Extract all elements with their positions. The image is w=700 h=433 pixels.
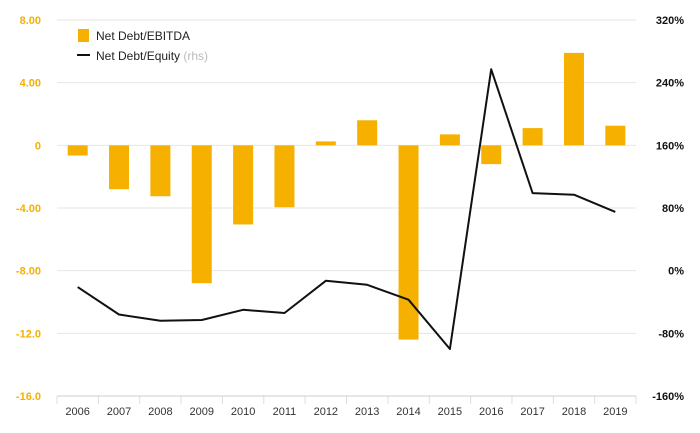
right-tick-label: 0% (668, 266, 684, 278)
right-tick-label: 80% (662, 203, 684, 215)
right-tick-label: 320% (656, 15, 684, 27)
bar-2012 (315, 141, 336, 146)
bar-2016 (481, 145, 502, 165)
right-tick-label: 240% (656, 78, 684, 90)
x-tick-label: 2018 (562, 406, 586, 418)
bar-2006 (67, 145, 88, 156)
bar-2008 (150, 145, 171, 197)
x-axis: 2006 2007 2008 2009 2010 2011 2012 2013 2014 2015… (65, 406, 627, 418)
bar-2011 (274, 145, 295, 208)
left-tick-label: -16.0 (16, 391, 41, 403)
x-tick-label: 2011 (273, 406, 297, 418)
x-tick-label: 2015 (438, 406, 462, 418)
legend-line-name: Net Debt/Equity (96, 49, 180, 63)
legend-line-suffix: (rhs) (183, 49, 208, 63)
bar-2019 (605, 125, 626, 146)
bar-2017 (522, 128, 543, 146)
x-tick-label: 2012 (314, 406, 338, 418)
x-tick-label: 2010 (231, 406, 255, 418)
right-tick-label: -80% (658, 328, 684, 340)
x-tick-label: 2017 (520, 406, 544, 418)
left-tick-label: 8.00 (20, 15, 41, 27)
legend-bar-label: Net Debt/EBITDA (96, 29, 190, 43)
bar-2009 (191, 145, 212, 284)
line-series-net-debt-equity (77, 68, 616, 350)
x-tick-label: 2019 (603, 406, 627, 418)
left-tick-label: 4.00 (20, 78, 41, 90)
bar-2007 (109, 145, 130, 190)
right-tick-label: 160% (656, 140, 684, 152)
bar-2013 (357, 120, 378, 146)
left-tick-label: -8.00 (16, 266, 41, 278)
x-tick-label: 2014 (396, 406, 420, 418)
legend-bar-swatch (78, 29, 89, 42)
gridlines (56, 19, 637, 404)
x-tick-label: 2013 (355, 406, 379, 418)
x-tick-label: 2006 (65, 406, 89, 418)
right-tick-label: -160% (652, 391, 684, 403)
net-debt-equity-line (77, 68, 616, 350)
bar-2018 (563, 52, 584, 146)
left-tick-label: -4.00 (16, 203, 41, 215)
right-axis: 320% 240% 160% 80% 0% -80% -160% (652, 15, 684, 403)
x-tick-label: 2007 (107, 406, 131, 418)
legend-line-label: Net Debt/Equity (rhs) (96, 49, 208, 63)
bar-2014 (398, 145, 419, 340)
legend: Net Debt/EBITDA Net Debt/Equity (rhs) (77, 29, 208, 63)
x-tick-label: 2009 (190, 406, 214, 418)
left-tick-label: 0 (35, 140, 41, 152)
left-tick-label: -12.0 (16, 328, 41, 340)
bar-series-net-debt-ebitda (67, 52, 626, 340)
x-tick-label: 2016 (479, 406, 503, 418)
bar-2010 (233, 145, 254, 225)
x-tick-label: 2008 (148, 406, 172, 418)
bar-2015 (439, 134, 460, 146)
left-axis: 8.00 4.00 0 -4.00 -8.00 -12.0 -16.0 (16, 15, 41, 403)
